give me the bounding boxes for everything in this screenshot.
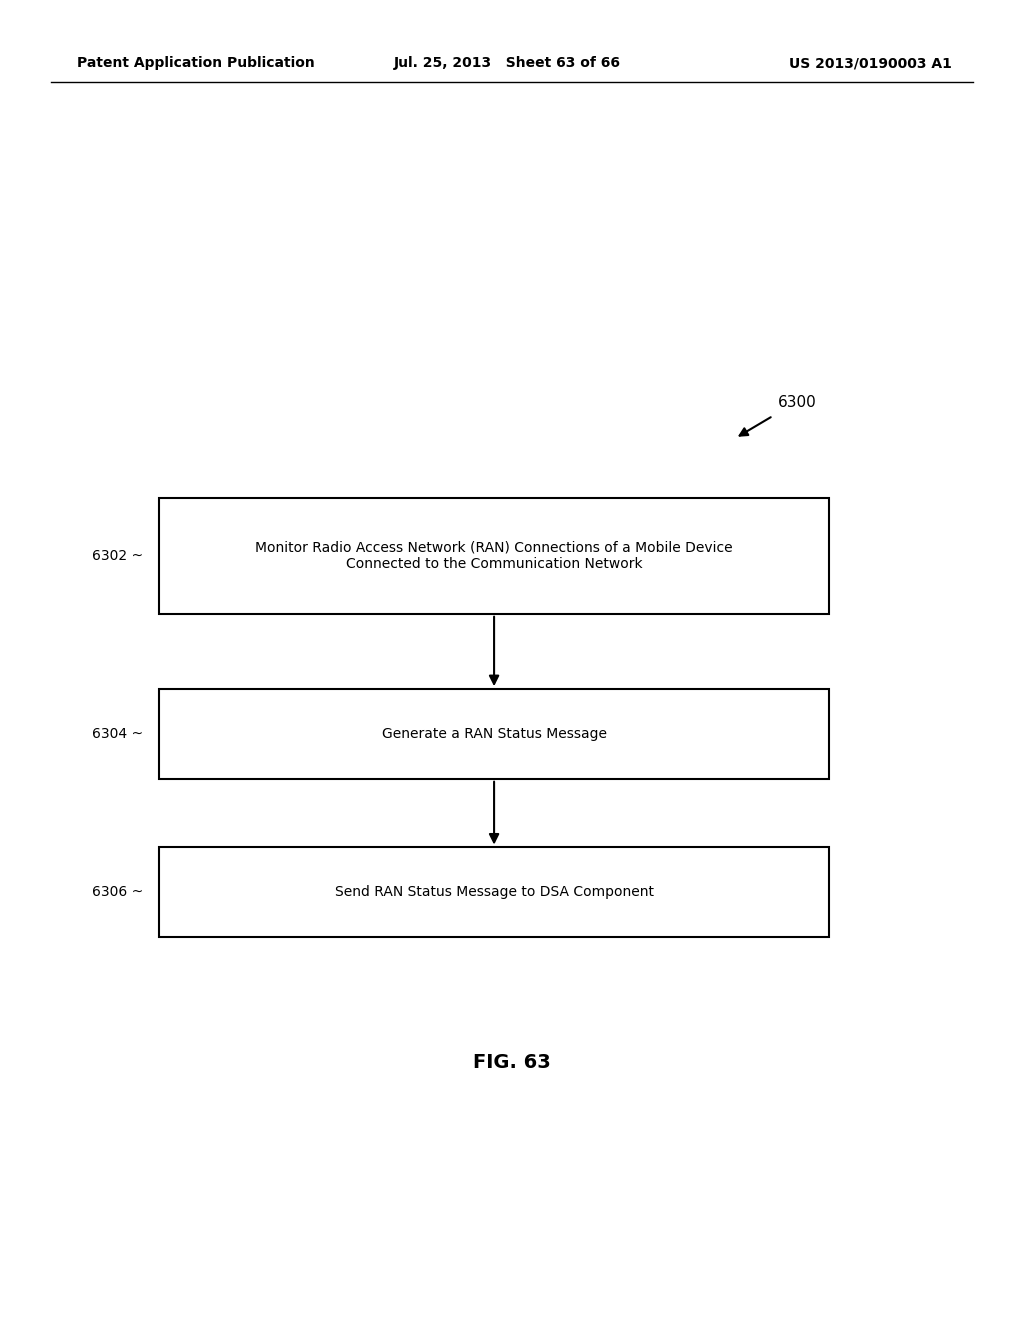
Text: 6300: 6300	[778, 395, 817, 411]
Text: Generate a RAN Status Message: Generate a RAN Status Message	[382, 727, 606, 741]
Text: Patent Application Publication: Patent Application Publication	[77, 57, 314, 70]
Text: 6302 ~: 6302 ~	[92, 549, 143, 562]
Text: 6306 ~: 6306 ~	[92, 886, 143, 899]
Text: Jul. 25, 2013   Sheet 63 of 66: Jul. 25, 2013 Sheet 63 of 66	[394, 57, 622, 70]
Text: Monitor Radio Access Network (RAN) Connections of a Mobile Device
Connected to t: Monitor Radio Access Network (RAN) Conne…	[255, 541, 733, 570]
Bar	[159, 847, 829, 937]
Text: 6304 ~: 6304 ~	[92, 727, 143, 741]
Bar	[159, 689, 829, 779]
Text: FIG. 63: FIG. 63	[473, 1053, 551, 1072]
Text: US 2013/0190003 A1: US 2013/0190003 A1	[790, 57, 952, 70]
Bar	[159, 498, 829, 614]
Text: Send RAN Status Message to DSA Component: Send RAN Status Message to DSA Component	[335, 886, 653, 899]
